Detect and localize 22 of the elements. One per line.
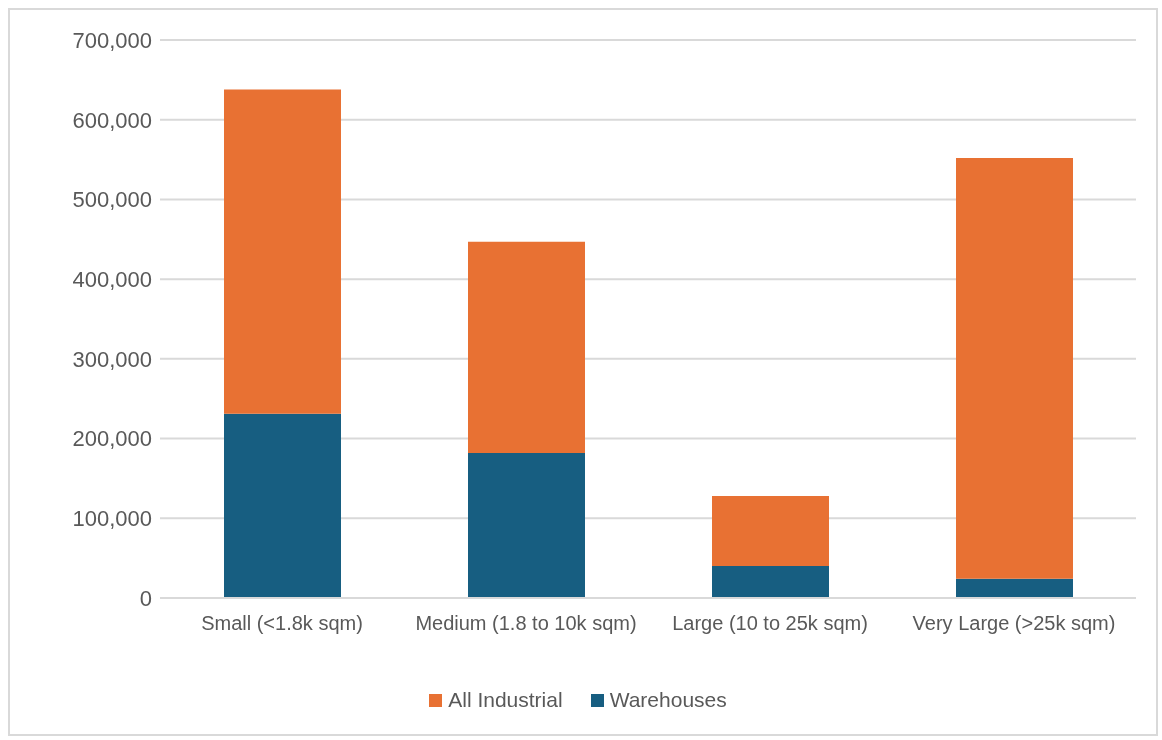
y-tick-label: 100,000 bbox=[72, 506, 152, 532]
y-tick-label: 500,000 bbox=[72, 187, 152, 213]
y-tick-label: 200,000 bbox=[72, 426, 152, 452]
bar bbox=[224, 89, 341, 414]
legend-label: All Industrial bbox=[447, 688, 563, 712]
bar bbox=[712, 566, 829, 598]
legend-label: Warehouses bbox=[608, 688, 727, 712]
bar bbox=[712, 495, 829, 567]
bar bbox=[468, 452, 585, 598]
y-tick-label: 700,000 bbox=[72, 27, 152, 53]
x-tick-label: Very Large (>25k sqm) bbox=[912, 612, 1116, 635]
y-tick-label: 300,000 bbox=[72, 346, 152, 372]
bar bbox=[224, 413, 341, 598]
y-tick-label: 0 bbox=[139, 585, 152, 611]
y-tick-label: 400,000 bbox=[72, 266, 152, 292]
bar bbox=[956, 157, 1073, 579]
x-tick-label: Medium (1.8 to 10k sqm) bbox=[415, 612, 637, 635]
bar bbox=[468, 241, 585, 453]
bar bbox=[956, 578, 1073, 598]
y-tick-label: 600,000 bbox=[72, 107, 152, 133]
x-tick-label: Large (10 to 25k sqm) bbox=[672, 612, 868, 635]
x-tick-label: Small (<1.8k sqm) bbox=[201, 612, 363, 635]
